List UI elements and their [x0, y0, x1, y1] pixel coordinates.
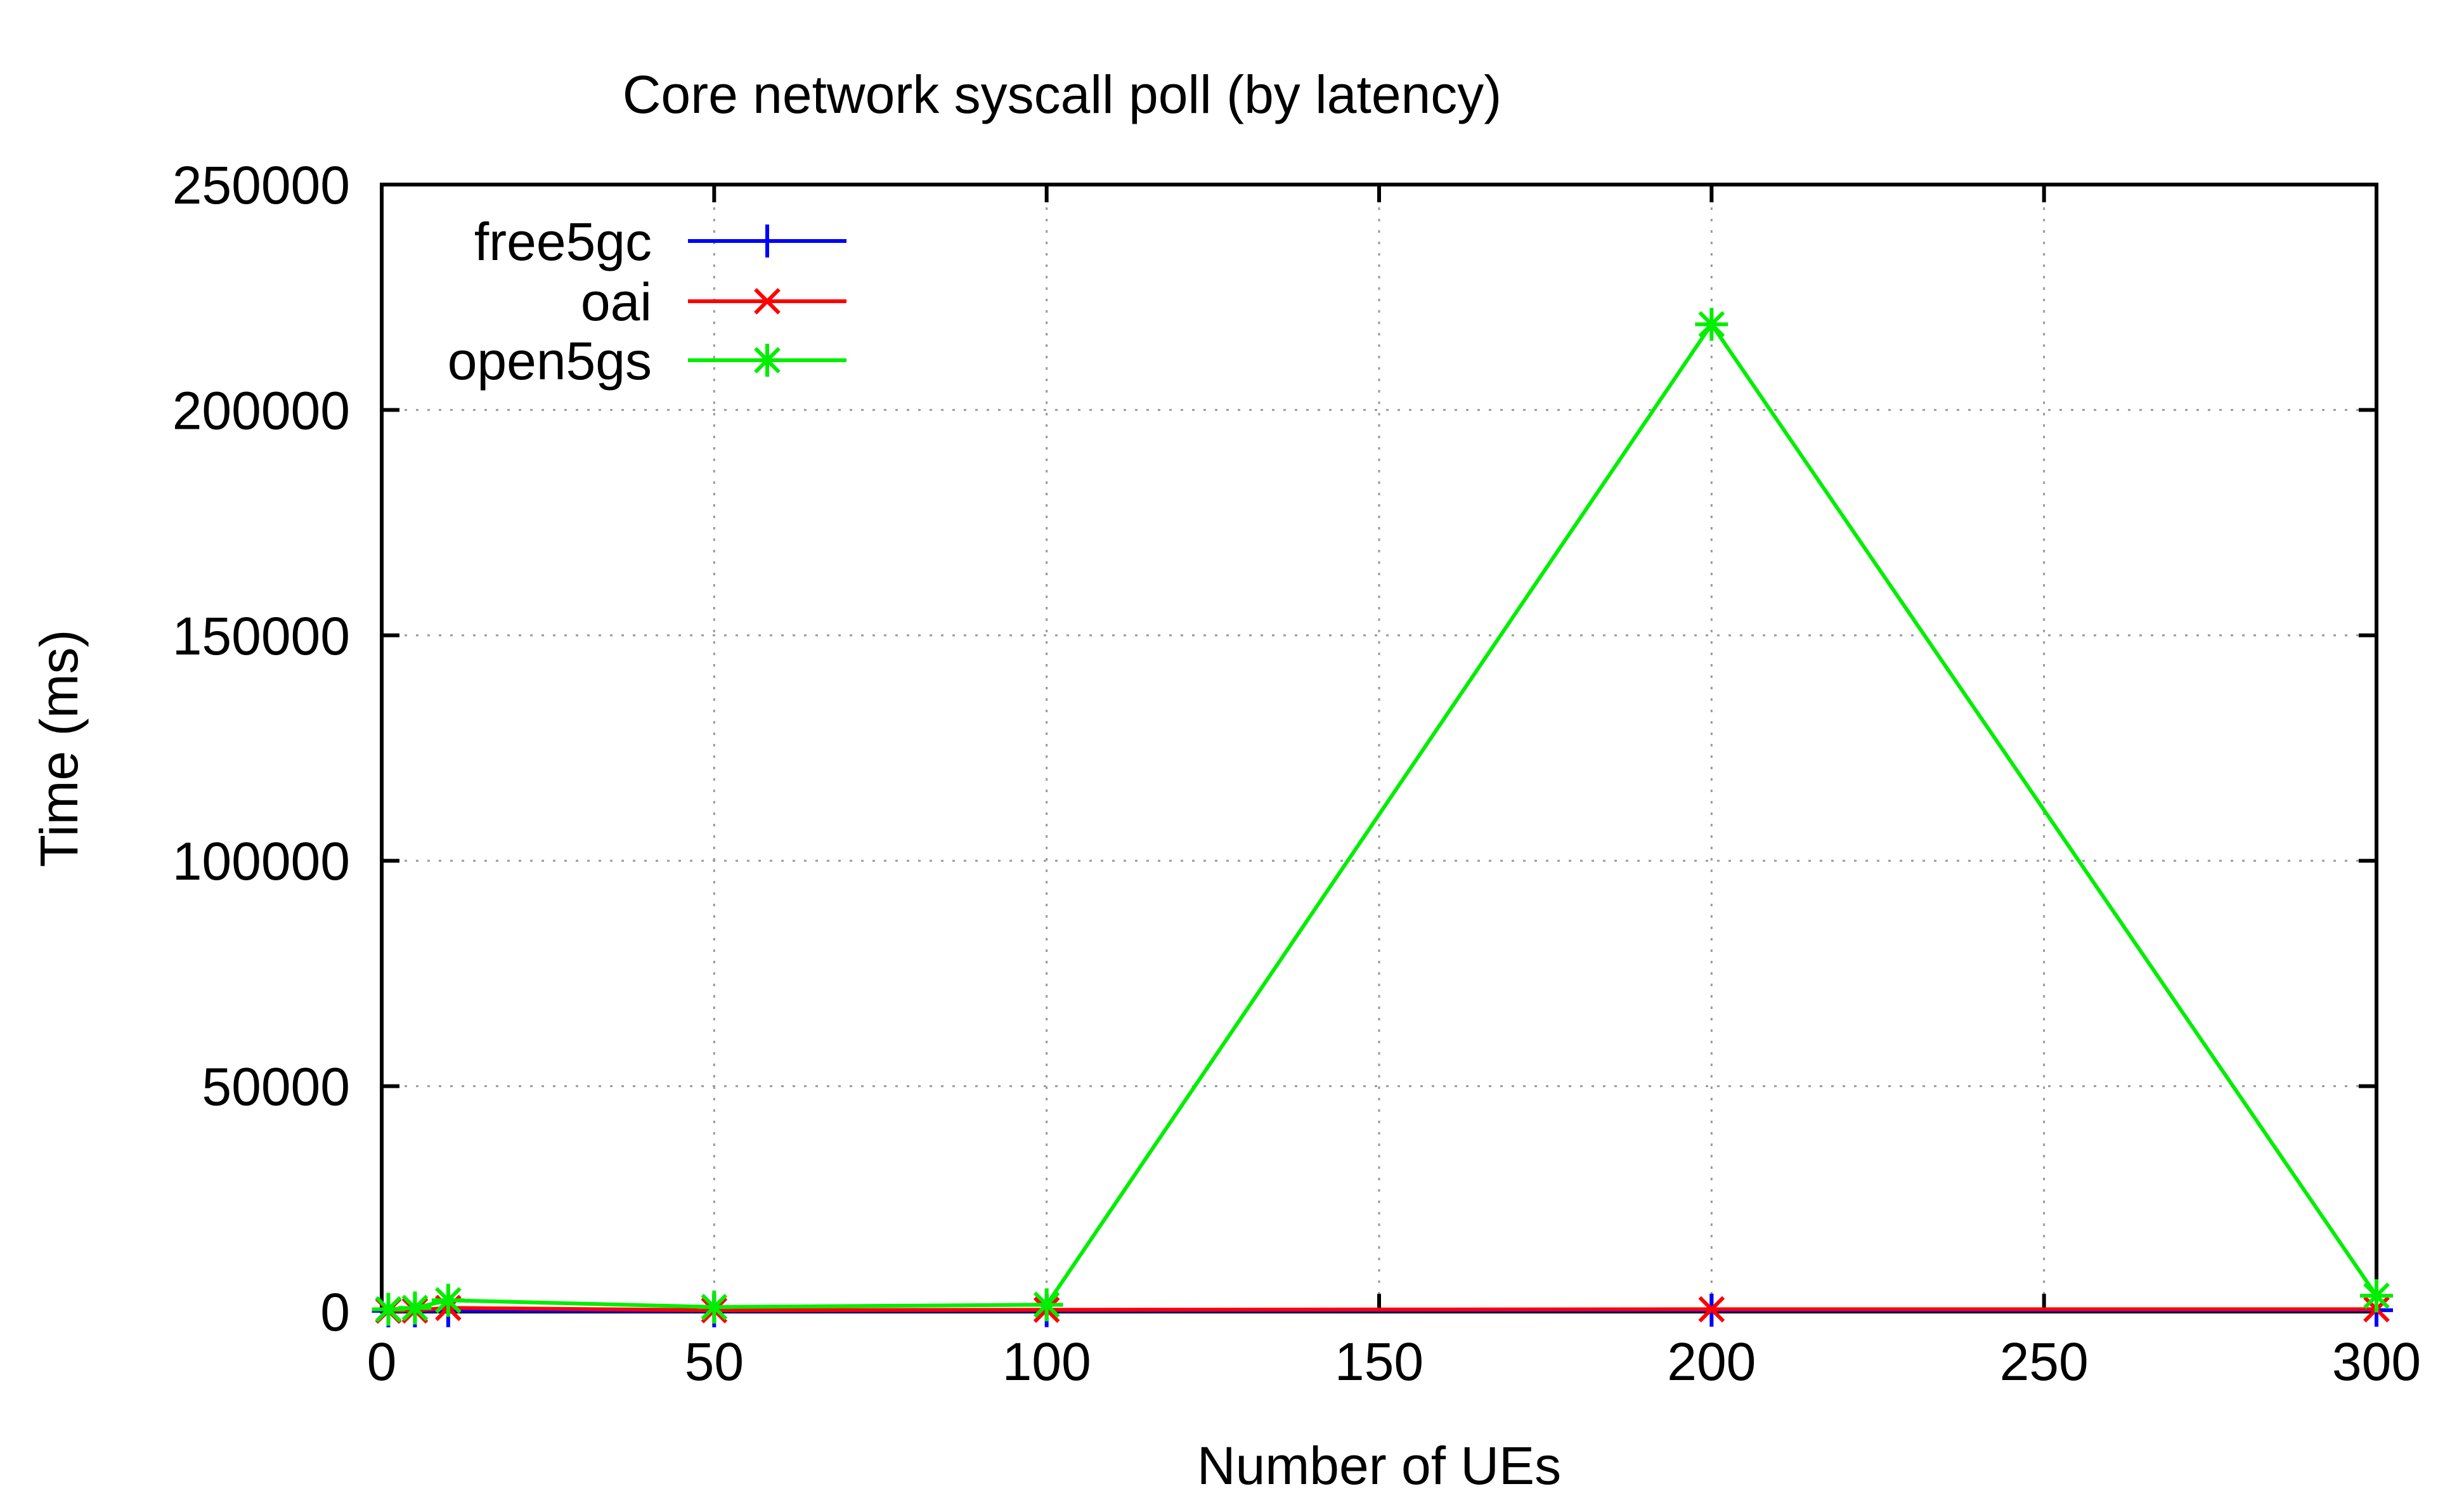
x-tick-label: 200: [1667, 1332, 1756, 1391]
x-tick-label: 0: [367, 1332, 397, 1391]
legend-marker-oai: [754, 288, 781, 315]
y-tick-label: 200000: [172, 381, 350, 440]
plot-frame: [380, 183, 2378, 1313]
data-point-open5gs: [2360, 1279, 2393, 1313]
legend-label-free5gc: free5gc: [474, 212, 652, 271]
data-point-open5gs: [1695, 308, 1728, 341]
legend-label-open5gs: open5gs: [448, 331, 652, 391]
x-tick-label: 50: [685, 1332, 744, 1391]
legend-marker-free5gc: [751, 225, 784, 257]
x-tick-label: 150: [1335, 1332, 1423, 1391]
legend-marker-open5gs: [751, 344, 784, 377]
legend-label-oai: oai: [581, 272, 652, 332]
series-line-oai: [388, 1306, 2376, 1313]
x-axis-title: Number of UEs: [1197, 1436, 1561, 1495]
y-tick-label: 50000: [202, 1057, 350, 1117]
series-layer: [372, 308, 2393, 1327]
data-point-open5gs: [431, 1284, 465, 1317]
y-tick-label: 150000: [172, 606, 350, 666]
axis-ticks: 0 50 100 150 200 250 300 0 50000 100000 150000 2000…: [172, 155, 2421, 1391]
data-point-open5gs: [697, 1290, 731, 1324]
grid: [382, 185, 2376, 1312]
y-tick-label: 100000: [172, 831, 350, 891]
data-point-open5gs: [398, 1291, 432, 1325]
chart-title: Core network syscall poll (by latency): [623, 65, 1502, 124]
y-tick-label: 250000: [172, 155, 350, 215]
series-line-open5gs: [388, 322, 2378, 1312]
x-tick-label: 100: [1002, 1332, 1091, 1391]
data-point-open5gs: [1030, 1288, 1063, 1322]
y-axis-title: Time (ms): [29, 630, 89, 868]
y-tick-label: 0: [320, 1282, 350, 1342]
x-tick-label: 250: [2000, 1332, 2089, 1391]
x-tick-label: 300: [2332, 1332, 2421, 1391]
data-point-oai: [1698, 1296, 1725, 1323]
